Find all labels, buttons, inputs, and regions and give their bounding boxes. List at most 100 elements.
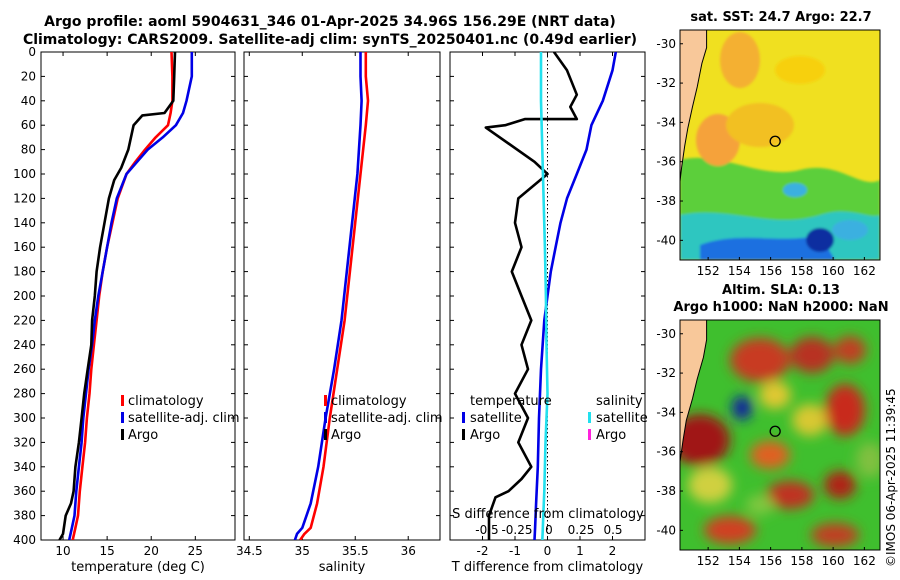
- sst-patch: [806, 228, 834, 252]
- legend-title-temperature: temperature: [470, 394, 552, 409]
- sla-patch: [750, 441, 790, 469]
- sla-patch: [680, 414, 730, 466]
- sla-patch: [766, 481, 814, 509]
- sst-patch: [720, 32, 760, 88]
- land-mask: [680, 320, 708, 476]
- lat-tick-label: -30: [656, 37, 676, 51]
- y-tick-label-depth: 80: [21, 143, 36, 157]
- series-line-climatology: [299, 52, 370, 540]
- map-field: [680, 320, 880, 550]
- legend-entry: climatology: [331, 394, 407, 409]
- y-tick-label-depth: 300: [13, 411, 36, 425]
- sst-patch: [832, 220, 868, 240]
- sla-patch: [790, 337, 834, 373]
- profile-panel-diff: -2 -1 0 1 2 T difference from climatology temp…: [449, 51, 648, 575]
- x-axis-label: salinity: [319, 560, 366, 575]
- lat-tick-label: -32: [656, 366, 676, 380]
- sla-patch: [825, 384, 865, 436]
- x-tick-label: 25: [188, 544, 203, 558]
- lat-tick-label: -32: [656, 76, 676, 90]
- sla-map-title-line2: Argo h1000: NaN h2000: NaN: [673, 300, 889, 315]
- lat-tick-label: -36: [656, 155, 676, 169]
- sst-patch: [726, 103, 794, 147]
- x2-tick-label: -0.5: [475, 523, 498, 537]
- land-mask: [680, 30, 708, 186]
- legend-swatch: [588, 429, 591, 440]
- lon-tick-label: 154: [728, 264, 751, 278]
- x-tick-label: 34.5: [236, 544, 263, 558]
- lon-tick-label: 158: [790, 264, 813, 278]
- y-tick-label-depth: 0: [28, 45, 36, 59]
- sla-patch: [732, 396, 752, 420]
- lon-tick-label: 156: [759, 554, 782, 568]
- sla-patch: [856, 442, 880, 478]
- y-tick-label-depth: 160: [13, 240, 36, 254]
- x-tick-label: 36: [401, 544, 416, 558]
- y-tick-label-depth: 120: [13, 191, 36, 205]
- y-tick-label-depth: 360: [13, 484, 36, 498]
- sla-patch: [730, 338, 790, 382]
- series-group: [293, 52, 370, 540]
- x2-tick-label: 0.5: [603, 523, 622, 537]
- sst-map-title: sat. SST: 24.7 Argo: 22.7: [690, 10, 872, 25]
- legend-swatch: [588, 412, 591, 423]
- series-line-argo: [58, 52, 177, 540]
- x-tick-label: 1: [576, 544, 584, 558]
- x-tick-label: 15: [99, 544, 114, 558]
- lat-tick-label: -40: [656, 233, 676, 247]
- legend-entry: Argo: [331, 428, 361, 443]
- y-tick-label-depth: 200: [13, 289, 36, 303]
- sst-blobs: [680, 32, 880, 260]
- lon-tick-label: 154: [728, 554, 751, 568]
- lon-tick-label: 158: [790, 554, 813, 568]
- lat-tick-label: -34: [656, 115, 676, 129]
- y-tick-label-depth: 340: [13, 460, 36, 474]
- sla-patch: [688, 467, 732, 503]
- legend-entry: satellite: [470, 411, 522, 426]
- lat-tick-label: -40: [656, 523, 676, 537]
- y-tick-label-depth: 280: [13, 387, 36, 401]
- lon-tick-label: 160: [822, 264, 845, 278]
- y-tick-label-depth: 60: [21, 118, 36, 132]
- y-tick-label-depth: 240: [13, 338, 36, 352]
- map-field: [680, 30, 880, 260]
- legend-entry: Argo: [596, 428, 626, 443]
- y-tick-label-depth: 400: [13, 533, 36, 547]
- sla-patch: [759, 381, 791, 409]
- sla-map: 152 154 156 158 160 162 -30 -32 -34 -36 -38 -40: [656, 319, 881, 568]
- y-tick-label-depth: 20: [21, 69, 36, 83]
- lon-tick-label: 152: [697, 264, 720, 278]
- figure-title-line2: Climatology: CARS2009. Satellite-adj cli…: [22, 32, 638, 48]
- panel-frame: [40, 51, 236, 541]
- map-frame: [679, 319, 881, 551]
- x2-tick-label: 0.25: [568, 523, 595, 537]
- sst-map: 152 154 156 158 160 162 -30 -32 -34 -36 -38 -40: [656, 29, 881, 278]
- legend-swatch: [121, 412, 124, 423]
- sla-patch: [824, 471, 856, 499]
- lat-tick-label: -38: [656, 194, 676, 208]
- legend-swatch: [121, 429, 124, 440]
- series-line-t-satellite: [533, 52, 618, 540]
- legend-swatch: [324, 412, 327, 423]
- sst-patch: [775, 56, 825, 84]
- legend-entry: satellite-adj. clim: [128, 411, 240, 426]
- x2-axis-label: S difference from climatology: [452, 507, 644, 522]
- legend-entry: satellite: [596, 411, 648, 426]
- sla-blobs: [680, 336, 880, 547]
- sst-patch: [700, 235, 835, 260]
- legend-swatch: [462, 429, 465, 440]
- sla-patch: [792, 404, 828, 436]
- x-tick-label: 35: [295, 544, 310, 558]
- legend-swatch: [462, 412, 465, 423]
- lat-tick-label: -34: [656, 405, 676, 419]
- lon-tick-label: 156: [759, 264, 782, 278]
- lon-tick-label: 152: [697, 554, 720, 568]
- lon-tick-label: 160: [822, 554, 845, 568]
- legend-title-salinity: salinity: [596, 394, 643, 409]
- sla-patch: [834, 336, 866, 364]
- series-line-t-argo: [484, 52, 579, 540]
- y-tick-label-depth: 380: [13, 509, 36, 523]
- x-tick-label: -2: [477, 544, 489, 558]
- series-group: [58, 52, 194, 540]
